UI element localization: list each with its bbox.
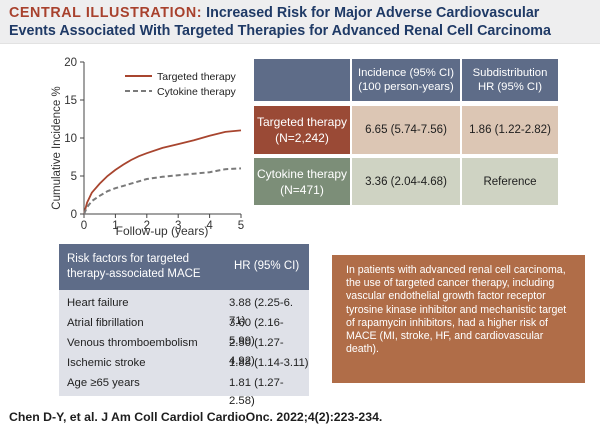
incidence-col-header: Incidence (95% CI) (100 person-years) (352, 59, 460, 101)
y-tick-label: 15 (64, 95, 77, 107)
risk-factors-header: Risk factors for targeted therapy-associ… (67, 253, 201, 280)
incidence-table-corner (254, 59, 350, 101)
risk-factor-name: Atrial fibrillation (67, 317, 144, 329)
table-row: Ischemic stroke 1.88 (1.14-3.11) (59, 354, 309, 372)
risk-factor-name: Ischemic stroke (67, 357, 146, 369)
risk-factor-hr: 1.88 (1.14-3.11) (229, 357, 309, 369)
y-tick-label: 0 (71, 209, 77, 221)
legend-label: Cytokine therapy (157, 86, 237, 98)
risk-factor-hr: 3.60 (2.16-5.99) (229, 317, 284, 347)
series-line-cytokine (83, 167, 242, 215)
risk-table-body: Heart failure 3.88 (2.25-6. 71) Atrial f… (59, 290, 309, 407)
chart-legend: Targeted therapy Cytokine therapy (125, 71, 237, 98)
risk-factor-hr: 2.50 (1.27-4.92) (229, 337, 284, 367)
x-tick-label: 3 (175, 220, 181, 232)
title-line-1: CENTRAL ILLUSTRATION: Increased Risk for… (9, 4, 539, 22)
citation: Chen D-Y, et al. J Am Coll Cardiol Cardi… (9, 410, 383, 424)
summary-box: In patients with advanced renal cell car… (332, 255, 585, 383)
x-tick-label: 2 (144, 220, 150, 232)
risk-factor-hr: 1.81 (1.27-2.58) (229, 377, 284, 407)
header-banner: CENTRAL ILLUSTRATION: Increased Risk for… (0, 0, 600, 44)
series-line-targeted (83, 129, 242, 215)
cytokine-hr-cell: Reference (462, 158, 558, 205)
chart-series (83, 129, 242, 215)
x-tick-label: 4 (206, 220, 213, 232)
legend-label: Targeted therapy (157, 71, 237, 83)
title-tag: CENTRAL ILLUSTRATION: (9, 5, 203, 21)
risk-factor-name: Heart failure (67, 297, 129, 309)
risk-factor-name: Venous thromboembolism (67, 337, 198, 349)
risk-factor-hr: 3.88 (2.25-6. 71) (229, 297, 294, 327)
y-tick-label: 10 (64, 133, 77, 145)
x-axis-label: Follow-up (years) (116, 224, 209, 238)
risk-factor-name: Age ≥65 years (67, 377, 140, 389)
chart-svg: Cumulative Incidence % Follow-up (years)… (51, 57, 244, 238)
cytokine-incidence-cell: 3.36 (2.04-4.68) (352, 158, 460, 205)
cumulative-incidence-chart: Cumulative Incidence % Follow-up (years)… (0, 44, 250, 244)
risk-hr-header: HR (95% CI) (234, 260, 300, 272)
targeted-therapy-label: Targeted therapy (N=2,242) (254, 106, 350, 154)
x-tick-label: 0 (81, 220, 87, 232)
y-tick-label: 5 (71, 171, 77, 183)
chart-axes: 0 1 2 3 4 5 0 5 10 15 20 (64, 57, 244, 232)
table-row: Atrial fibrillation 3.60 (2.16-5.99) (59, 314, 309, 347)
x-tick-label: 1 (112, 220, 118, 232)
targeted-hr-cell: 1.86 (1.22-2.82) (462, 106, 558, 154)
table-row: Venous thromboembolism 2.50 (1.27-4.92) (59, 334, 309, 367)
targeted-incidence-cell: 6.65 (5.74-7.56) (352, 106, 460, 154)
title-line-2: Events Associated With Targeted Therapie… (9, 23, 551, 39)
risk-table-header: Risk factors for targeted therapy-associ… (59, 244, 309, 290)
table-row: Age ≥65 years 1.81 (1.27-2.58) (59, 374, 309, 407)
table-row: Heart failure 3.88 (2.25-6. 71) (59, 294, 309, 327)
hr-col-header: Subdistribution HR (95% CI) (462, 59, 558, 101)
cytokine-therapy-label: Cytokine therapy (N=471) (254, 158, 350, 205)
y-tick-label: 20 (64, 57, 77, 69)
title-text-1: Increased Risk for Major Adverse Cardiov… (206, 5, 540, 21)
x-tick-label: 5 (238, 220, 244, 232)
y-axis-label: Cumulative Incidence % (51, 86, 63, 209)
